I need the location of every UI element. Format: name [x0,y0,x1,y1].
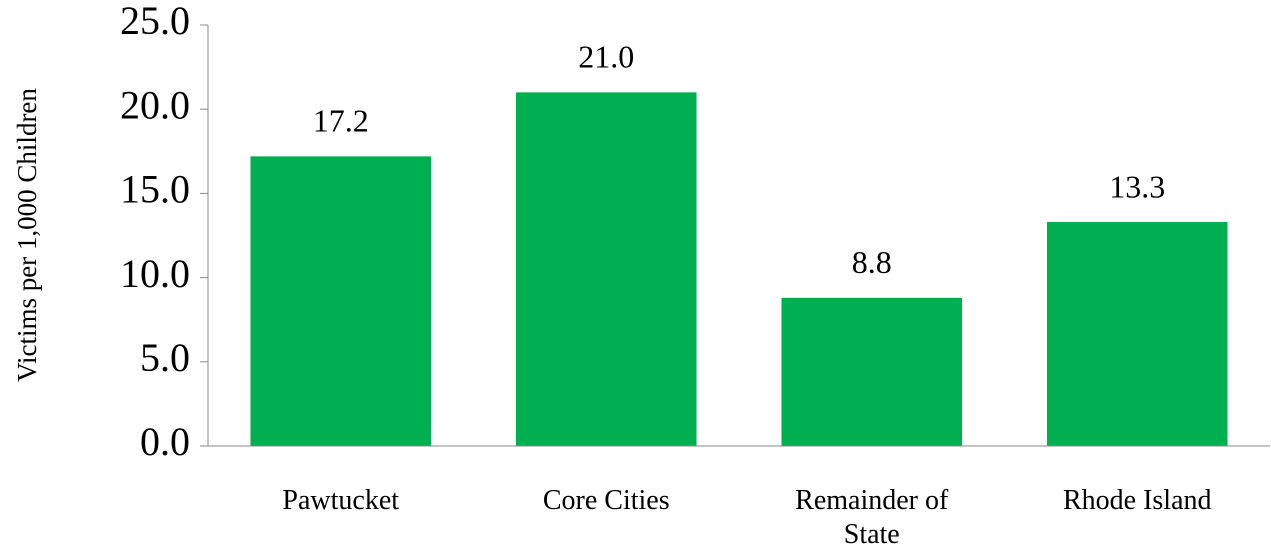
x-tick-label: Pawtucket [282,485,400,516]
x-tick-label: Core Cities [542,485,670,516]
y-tick-label: 25.0 [120,0,190,43]
data-label: 8.8 [852,244,892,280]
bar [781,297,963,446]
x-tick-label: Rhode Island [1062,485,1212,516]
y-tick-label: 15.0 [120,167,190,212]
data-label: 21.0 [578,39,634,75]
y-axis-label: Victims per 1,000 Children [12,88,42,382]
y-tick-label: 0.0 [140,419,190,464]
bar [1046,222,1228,446]
y-tick-label: 10.0 [120,251,190,296]
bar [250,156,432,447]
x-tick-label: Remainder of State [795,485,949,550]
data-label: 17.2 [313,103,369,139]
bar [515,92,697,447]
y-tick-label: 20.0 [120,82,190,127]
y-tick-label: 5.0 [140,335,190,380]
data-label: 13.3 [1109,168,1165,204]
